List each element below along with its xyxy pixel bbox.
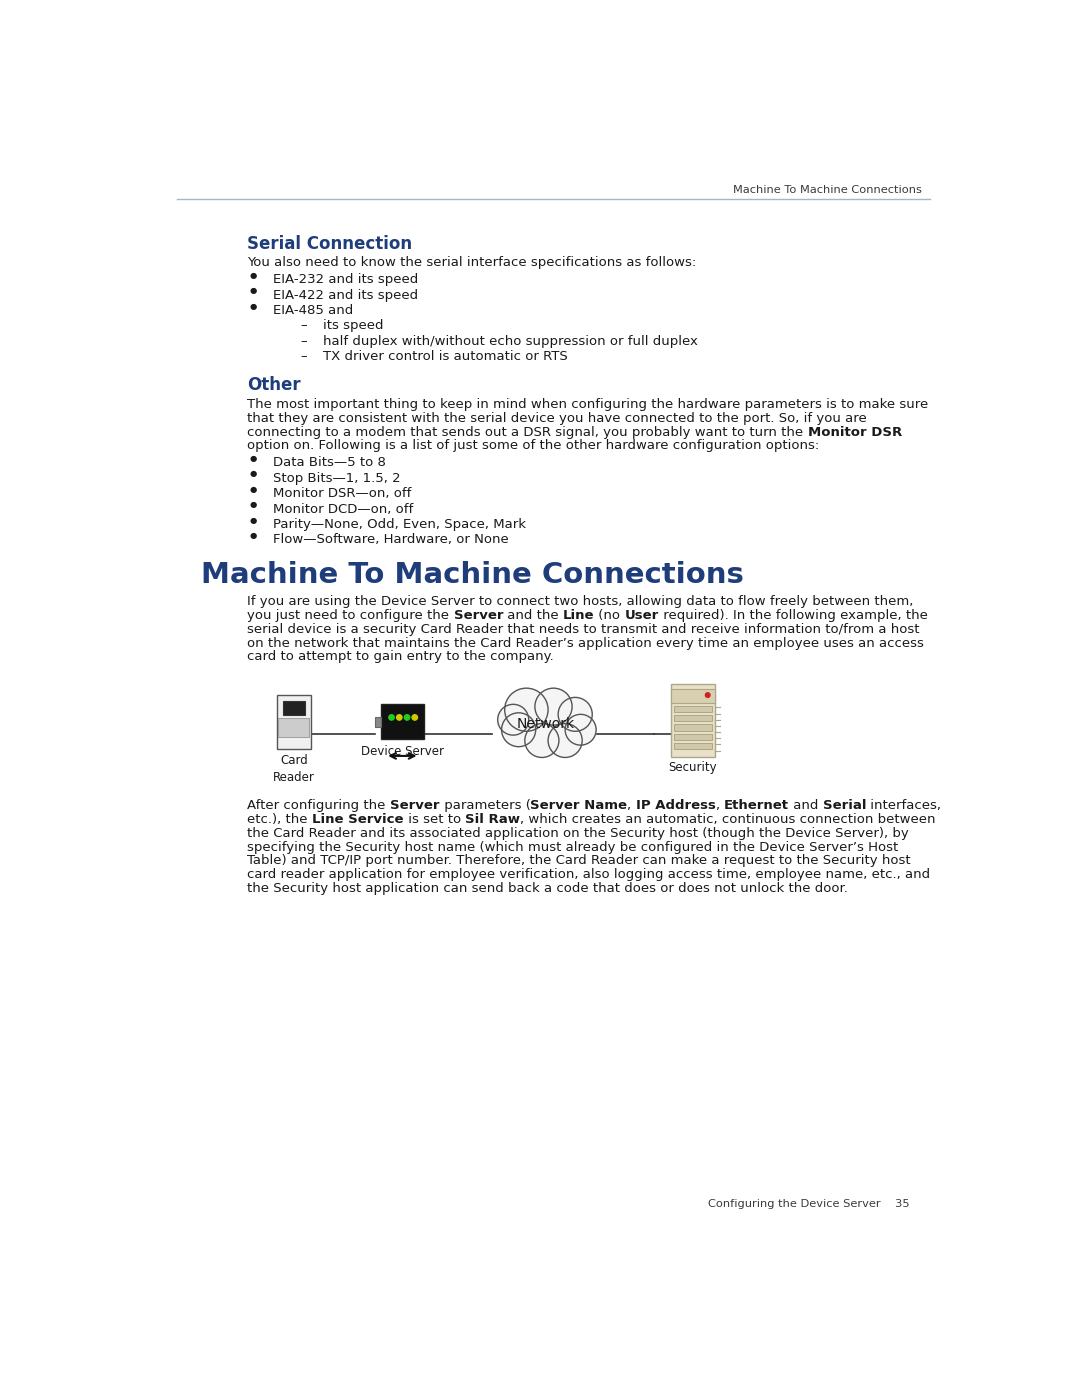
Text: , which creates an automatic, continuous connection between: , which creates an automatic, continuous… xyxy=(519,813,935,826)
Text: parameters (: parameters ( xyxy=(440,799,530,812)
Text: Line Service: Line Service xyxy=(312,813,404,826)
Text: Device Server: Device Server xyxy=(361,745,444,759)
Circle shape xyxy=(413,715,418,719)
Circle shape xyxy=(396,715,402,719)
Text: The most important thing to keep in mind when configuring the hardware parameter: The most important thing to keep in mind… xyxy=(247,398,929,411)
Text: IP Address: IP Address xyxy=(636,799,716,812)
Bar xyxy=(671,683,715,757)
Text: is set to: is set to xyxy=(404,813,465,826)
Text: Flow—Software, Hardware, or None: Flow—Software, Hardware, or None xyxy=(273,534,509,546)
Text: ●: ● xyxy=(249,485,257,495)
Circle shape xyxy=(389,715,394,719)
Text: card reader application for employee verification, also logging access time, emp: card reader application for employee ver… xyxy=(247,869,931,882)
Text: Serial: Serial xyxy=(823,799,866,812)
Circle shape xyxy=(558,697,592,731)
Circle shape xyxy=(504,689,548,731)
Circle shape xyxy=(501,712,536,746)
Text: that they are consistent with the serial device you have connected to the port. : that they are consistent with the serial… xyxy=(247,412,867,425)
Text: option on. Following is a list of just some of the other hardware configuration : option on. Following is a list of just s… xyxy=(247,440,820,453)
Text: Server Name: Server Name xyxy=(530,799,627,812)
Text: Security: Security xyxy=(669,761,717,774)
Text: ●: ● xyxy=(249,531,257,541)
Text: Monitor DSR—on, off: Monitor DSR—on, off xyxy=(273,488,411,500)
Text: Server: Server xyxy=(454,609,503,622)
Text: and: and xyxy=(789,799,823,812)
Text: Monitor DCD—on, off: Monitor DCD—on, off xyxy=(273,503,414,515)
Text: ,: , xyxy=(627,799,636,812)
Text: ●: ● xyxy=(249,469,257,479)
Bar xyxy=(381,704,424,739)
Bar xyxy=(671,689,715,703)
Bar xyxy=(283,701,305,715)
Text: specifying the Security host name (which must already be configured in the Devic: specifying the Security host name (which… xyxy=(247,841,899,854)
Circle shape xyxy=(548,724,582,757)
Text: Data Bits—5 to 8: Data Bits—5 to 8 xyxy=(273,457,386,469)
Text: etc.), the: etc.), the xyxy=(247,813,312,826)
Text: Serial Connection: Serial Connection xyxy=(247,235,413,253)
Bar xyxy=(279,718,309,738)
Text: You also need to know the serial interface specifications as follows:: You also need to know the serial interfa… xyxy=(247,256,697,270)
Text: EIA-422 and its speed: EIA-422 and its speed xyxy=(273,289,418,302)
Text: serial device is a security Card Reader that needs to transmit and receive infor: serial device is a security Card Reader … xyxy=(247,623,920,636)
Text: If you are using the Device Server to connect two hosts, allowing data to flow f: If you are using the Device Server to co… xyxy=(247,595,914,608)
Text: Parity—None, Odd, Even, Space, Mark: Parity—None, Odd, Even, Space, Mark xyxy=(273,518,526,531)
Text: Configuring the Device Server    35: Configuring the Device Server 35 xyxy=(708,1200,910,1210)
Text: ,: , xyxy=(716,799,724,812)
Text: Machine To Machine Connections: Machine To Machine Connections xyxy=(201,562,744,590)
Text: Line: Line xyxy=(563,609,594,622)
Text: –: – xyxy=(300,351,307,363)
Text: TX driver control is automatic or RTS: TX driver control is automatic or RTS xyxy=(323,351,568,363)
Text: required). In the following example, the: required). In the following example, the xyxy=(659,609,928,622)
Circle shape xyxy=(565,714,596,745)
Text: Server: Server xyxy=(390,799,440,812)
Text: –: – xyxy=(300,320,307,332)
Text: and the: and the xyxy=(503,609,563,622)
Text: Stop Bits—1, 1.5, 2: Stop Bits—1, 1.5, 2 xyxy=(273,472,401,485)
Text: card to attempt to gain entry to the company.: card to attempt to gain entry to the com… xyxy=(247,651,554,664)
Bar xyxy=(674,743,712,749)
Text: ●: ● xyxy=(249,271,257,279)
Bar xyxy=(674,733,712,740)
Circle shape xyxy=(498,704,529,735)
Text: Machine To Machine Connections: Machine To Machine Connections xyxy=(733,186,922,196)
Text: interfaces,: interfaces, xyxy=(866,799,941,812)
Circle shape xyxy=(705,693,710,697)
Text: on the network that maintains the Card Reader’s application every time an employ: on the network that maintains the Card R… xyxy=(247,637,924,650)
Text: Network: Network xyxy=(516,717,575,731)
Text: Other: Other xyxy=(247,376,301,394)
Text: Table) and TCP/IP port number. Therefore, the Card Reader can make a request to : Table) and TCP/IP port number. Therefore… xyxy=(247,855,912,868)
Text: Ethernet: Ethernet xyxy=(724,799,789,812)
Bar xyxy=(674,715,712,721)
Bar xyxy=(674,725,712,731)
Bar xyxy=(674,705,712,712)
Text: ●: ● xyxy=(249,454,257,462)
Text: Monitor DSR: Monitor DSR xyxy=(808,426,902,439)
Text: Sil Raw: Sil Raw xyxy=(465,813,519,826)
Circle shape xyxy=(525,724,559,757)
Text: ●: ● xyxy=(249,515,257,525)
Text: Card
Reader: Card Reader xyxy=(273,753,314,784)
Text: (no: (no xyxy=(594,609,624,622)
Text: ●: ● xyxy=(249,286,257,295)
Text: After configuring the: After configuring the xyxy=(247,799,390,812)
Circle shape xyxy=(404,715,409,719)
Text: its speed: its speed xyxy=(323,320,383,332)
Text: ●: ● xyxy=(249,302,257,310)
Text: ●: ● xyxy=(249,500,257,510)
Text: –: – xyxy=(300,335,307,348)
Text: the Card Reader and its associated application on the Security host (though the : the Card Reader and its associated appli… xyxy=(247,827,909,840)
Bar xyxy=(375,718,381,726)
Text: you just need to configure the: you just need to configure the xyxy=(247,609,454,622)
Text: EIA-485 and: EIA-485 and xyxy=(273,305,353,317)
Circle shape xyxy=(535,689,572,725)
Text: half duplex with/without echo suppression or full duplex: half duplex with/without echo suppressio… xyxy=(323,335,698,348)
Text: the Security host application can send back a code that does or does not unlock : the Security host application can send b… xyxy=(247,882,848,895)
Bar xyxy=(276,696,311,749)
Text: User: User xyxy=(624,609,659,622)
Text: connecting to a modem that sends out a DSR signal, you probably want to turn the: connecting to a modem that sends out a D… xyxy=(247,426,808,439)
Text: EIA-232 and its speed: EIA-232 and its speed xyxy=(273,274,418,286)
